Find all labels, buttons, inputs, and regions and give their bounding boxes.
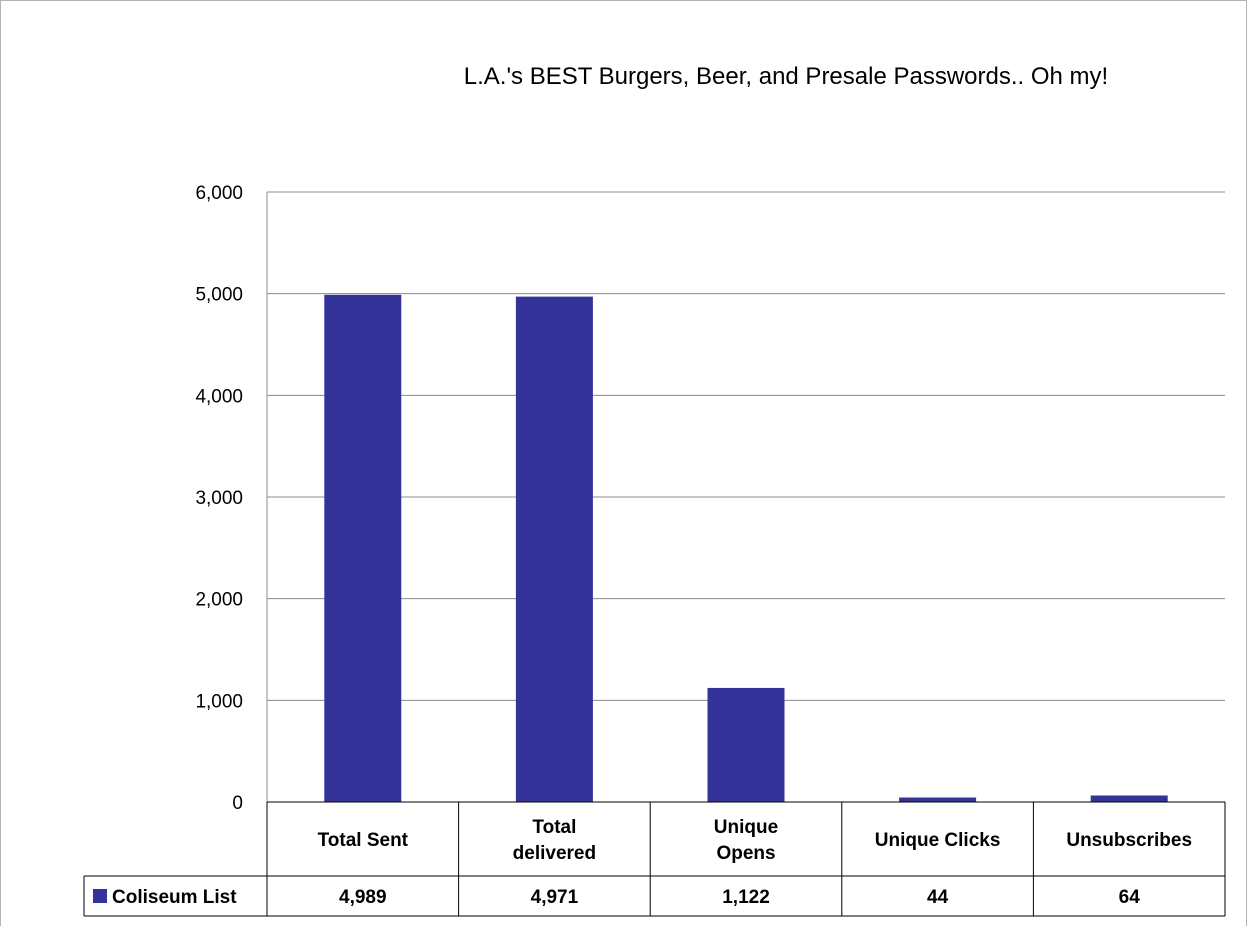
y-tick-label: 3,000 bbox=[195, 488, 243, 509]
bar-1 bbox=[515, 296, 593, 802]
chart-title: L.A.'s BEST Burgers, Beer, and Presale P… bbox=[464, 63, 1108, 90]
category-label-line: Unique bbox=[714, 817, 778, 838]
bars bbox=[324, 294, 1168, 802]
category-label-line: delivered bbox=[513, 843, 596, 864]
bar-2 bbox=[707, 687, 785, 802]
bar-3 bbox=[899, 797, 977, 802]
data-table-value: 64 bbox=[1119, 887, 1141, 908]
category-label: Unique Opens bbox=[714, 817, 778, 864]
y-tick-label: 4,000 bbox=[195, 386, 243, 407]
y-axis-ticks: 0 1,000 2,000 3,000 4,000 5,000 6,000 bbox=[195, 183, 243, 814]
data-table-value: 44 bbox=[927, 887, 949, 908]
y-tick-label: 0 bbox=[232, 793, 243, 814]
category-label: Unique Clicks bbox=[875, 830, 1001, 851]
category-label-line: Opens bbox=[716, 843, 775, 864]
legend-swatch bbox=[93, 889, 107, 903]
y-tick-label: 5,000 bbox=[195, 285, 243, 306]
bar-0 bbox=[324, 294, 402, 802]
bar-4 bbox=[1090, 795, 1168, 802]
category-label: Unsubscribes bbox=[1066, 830, 1192, 851]
y-tick-label: 6,000 bbox=[195, 183, 243, 204]
category-label-line: Unsubscribes bbox=[1066, 830, 1192, 851]
category-label: Total delivered bbox=[513, 817, 596, 864]
category-label: Total Sent bbox=[318, 830, 409, 851]
category-label-line: Total Sent bbox=[318, 830, 409, 851]
y-tick-label: 2,000 bbox=[195, 590, 243, 611]
data-table-value: 4,971 bbox=[531, 887, 579, 908]
y-tick-label: 1,000 bbox=[195, 691, 243, 712]
data-table-value: 1,122 bbox=[722, 887, 770, 908]
category-label-line: Unique Clicks bbox=[875, 830, 1001, 851]
legend-label: Coliseum List bbox=[112, 887, 237, 908]
gridlines bbox=[266, 191, 1225, 802]
category-label-line: Total bbox=[532, 817, 576, 838]
data-table-value: 4,989 bbox=[339, 887, 387, 908]
